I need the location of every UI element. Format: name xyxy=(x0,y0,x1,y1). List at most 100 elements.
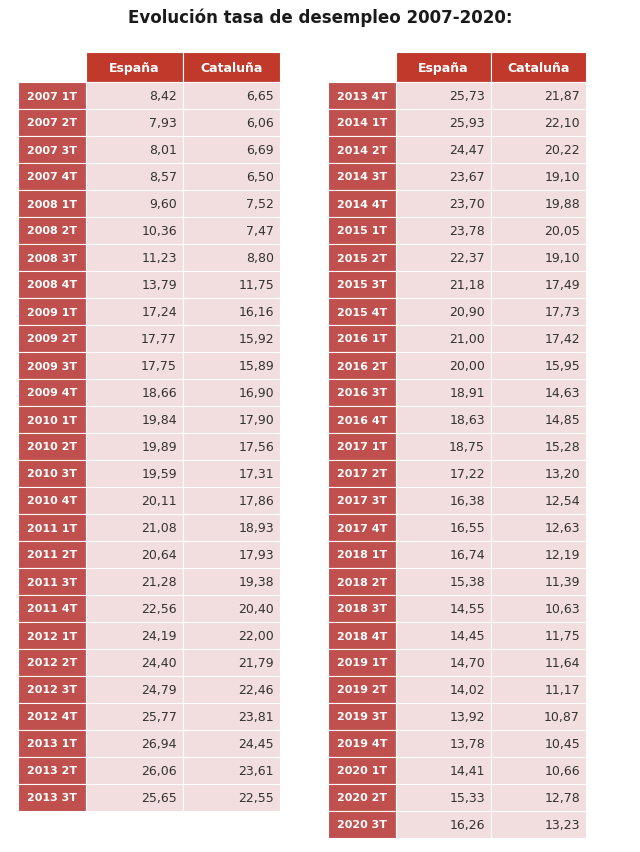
Text: 13,78: 13,78 xyxy=(449,737,485,750)
Text: 2019 3T: 2019 3T xyxy=(337,711,387,722)
Bar xyxy=(18,83,86,110)
Text: 2020 3T: 2020 3T xyxy=(337,820,387,830)
Text: 25,77: 25,77 xyxy=(141,711,177,723)
Bar xyxy=(491,137,586,164)
Text: 2011 4T: 2011 4T xyxy=(27,604,77,613)
Bar xyxy=(396,649,491,676)
Bar xyxy=(396,811,491,838)
Bar xyxy=(86,379,183,406)
Bar xyxy=(18,784,86,811)
Text: 24,79: 24,79 xyxy=(141,683,177,696)
Bar xyxy=(491,379,586,406)
Bar xyxy=(328,434,396,460)
Bar xyxy=(18,541,86,568)
Text: 17,42: 17,42 xyxy=(545,332,580,346)
Text: 19,10: 19,10 xyxy=(545,251,580,265)
Bar xyxy=(328,353,396,379)
Bar xyxy=(328,757,396,784)
Bar xyxy=(18,568,86,596)
Bar xyxy=(328,218,396,245)
Text: 22,10: 22,10 xyxy=(545,117,580,130)
Text: 2019 4T: 2019 4T xyxy=(337,739,387,749)
Bar xyxy=(328,568,396,596)
Text: 12,19: 12,19 xyxy=(545,549,580,561)
Bar xyxy=(18,379,86,406)
Bar xyxy=(18,218,86,245)
Text: 2011 2T: 2011 2T xyxy=(27,550,77,560)
Bar xyxy=(396,406,491,434)
Bar xyxy=(183,137,280,164)
Text: 20,64: 20,64 xyxy=(141,549,177,561)
Text: 2016 3T: 2016 3T xyxy=(337,388,387,398)
Bar xyxy=(491,568,586,596)
Text: 2020 1T: 2020 1T xyxy=(337,766,387,775)
Bar xyxy=(328,299,396,325)
Bar xyxy=(18,676,86,703)
Text: 19,10: 19,10 xyxy=(545,170,580,184)
Text: 2007 2T: 2007 2T xyxy=(27,118,77,129)
Bar xyxy=(86,568,183,596)
Bar xyxy=(491,434,586,460)
Bar xyxy=(86,596,183,622)
Text: 2013 3T: 2013 3T xyxy=(27,792,77,803)
Bar xyxy=(396,110,491,137)
Text: 2008 2T: 2008 2T xyxy=(27,227,77,236)
Text: 2012 4T: 2012 4T xyxy=(27,711,77,722)
Text: 2014 3T: 2014 3T xyxy=(337,172,387,182)
Bar xyxy=(183,757,280,784)
Text: Cataluña: Cataluña xyxy=(508,61,570,74)
Bar xyxy=(183,272,280,299)
Text: 8,57: 8,57 xyxy=(149,170,177,184)
Bar xyxy=(328,784,396,811)
Bar xyxy=(396,596,491,622)
Bar xyxy=(183,191,280,218)
Bar xyxy=(491,757,586,784)
Text: 15,38: 15,38 xyxy=(449,575,485,589)
Text: 19,84: 19,84 xyxy=(141,413,177,427)
Bar xyxy=(491,325,586,353)
Bar xyxy=(18,299,86,325)
Text: 2018 3T: 2018 3T xyxy=(337,604,387,613)
Bar xyxy=(183,676,280,703)
Bar xyxy=(86,730,183,757)
Text: 8,42: 8,42 xyxy=(149,90,177,103)
Text: 22,00: 22,00 xyxy=(238,630,274,642)
Bar xyxy=(18,137,86,164)
Bar xyxy=(183,110,280,137)
Bar xyxy=(491,730,586,757)
Bar xyxy=(18,730,86,757)
Bar xyxy=(396,703,491,730)
Text: 2007 4T: 2007 4T xyxy=(27,172,77,182)
Bar xyxy=(183,568,280,596)
Text: 18,63: 18,63 xyxy=(449,413,485,427)
Text: 2015 1T: 2015 1T xyxy=(337,227,387,236)
Bar xyxy=(328,164,396,191)
Bar xyxy=(396,757,491,784)
Bar xyxy=(183,541,280,568)
Text: 2012 3T: 2012 3T xyxy=(27,685,77,694)
Text: 22,37: 22,37 xyxy=(449,251,485,265)
Bar xyxy=(183,245,280,272)
Bar xyxy=(18,460,86,487)
Bar xyxy=(183,353,280,379)
Text: 11,64: 11,64 xyxy=(545,656,580,669)
Bar xyxy=(18,434,86,460)
Text: 14,41: 14,41 xyxy=(449,764,485,777)
Bar xyxy=(491,460,586,487)
Text: 2016 1T: 2016 1T xyxy=(337,334,387,344)
Text: 6,69: 6,69 xyxy=(246,144,274,157)
Bar xyxy=(86,110,183,137)
Bar xyxy=(396,353,491,379)
Bar xyxy=(396,568,491,596)
Text: 23,70: 23,70 xyxy=(449,198,485,210)
Bar xyxy=(86,272,183,299)
Bar xyxy=(328,460,396,487)
Text: Evolución tasa de desempleo 2007-2020:: Evolución tasa de desempleo 2007-2020: xyxy=(128,9,512,27)
Bar xyxy=(183,325,280,353)
Text: 2010 3T: 2010 3T xyxy=(27,469,77,479)
Bar xyxy=(328,487,396,515)
Text: Cataluña: Cataluña xyxy=(200,61,262,74)
Text: 2017 1T: 2017 1T xyxy=(337,442,387,452)
Bar xyxy=(86,137,183,164)
Text: 22,46: 22,46 xyxy=(239,683,274,696)
